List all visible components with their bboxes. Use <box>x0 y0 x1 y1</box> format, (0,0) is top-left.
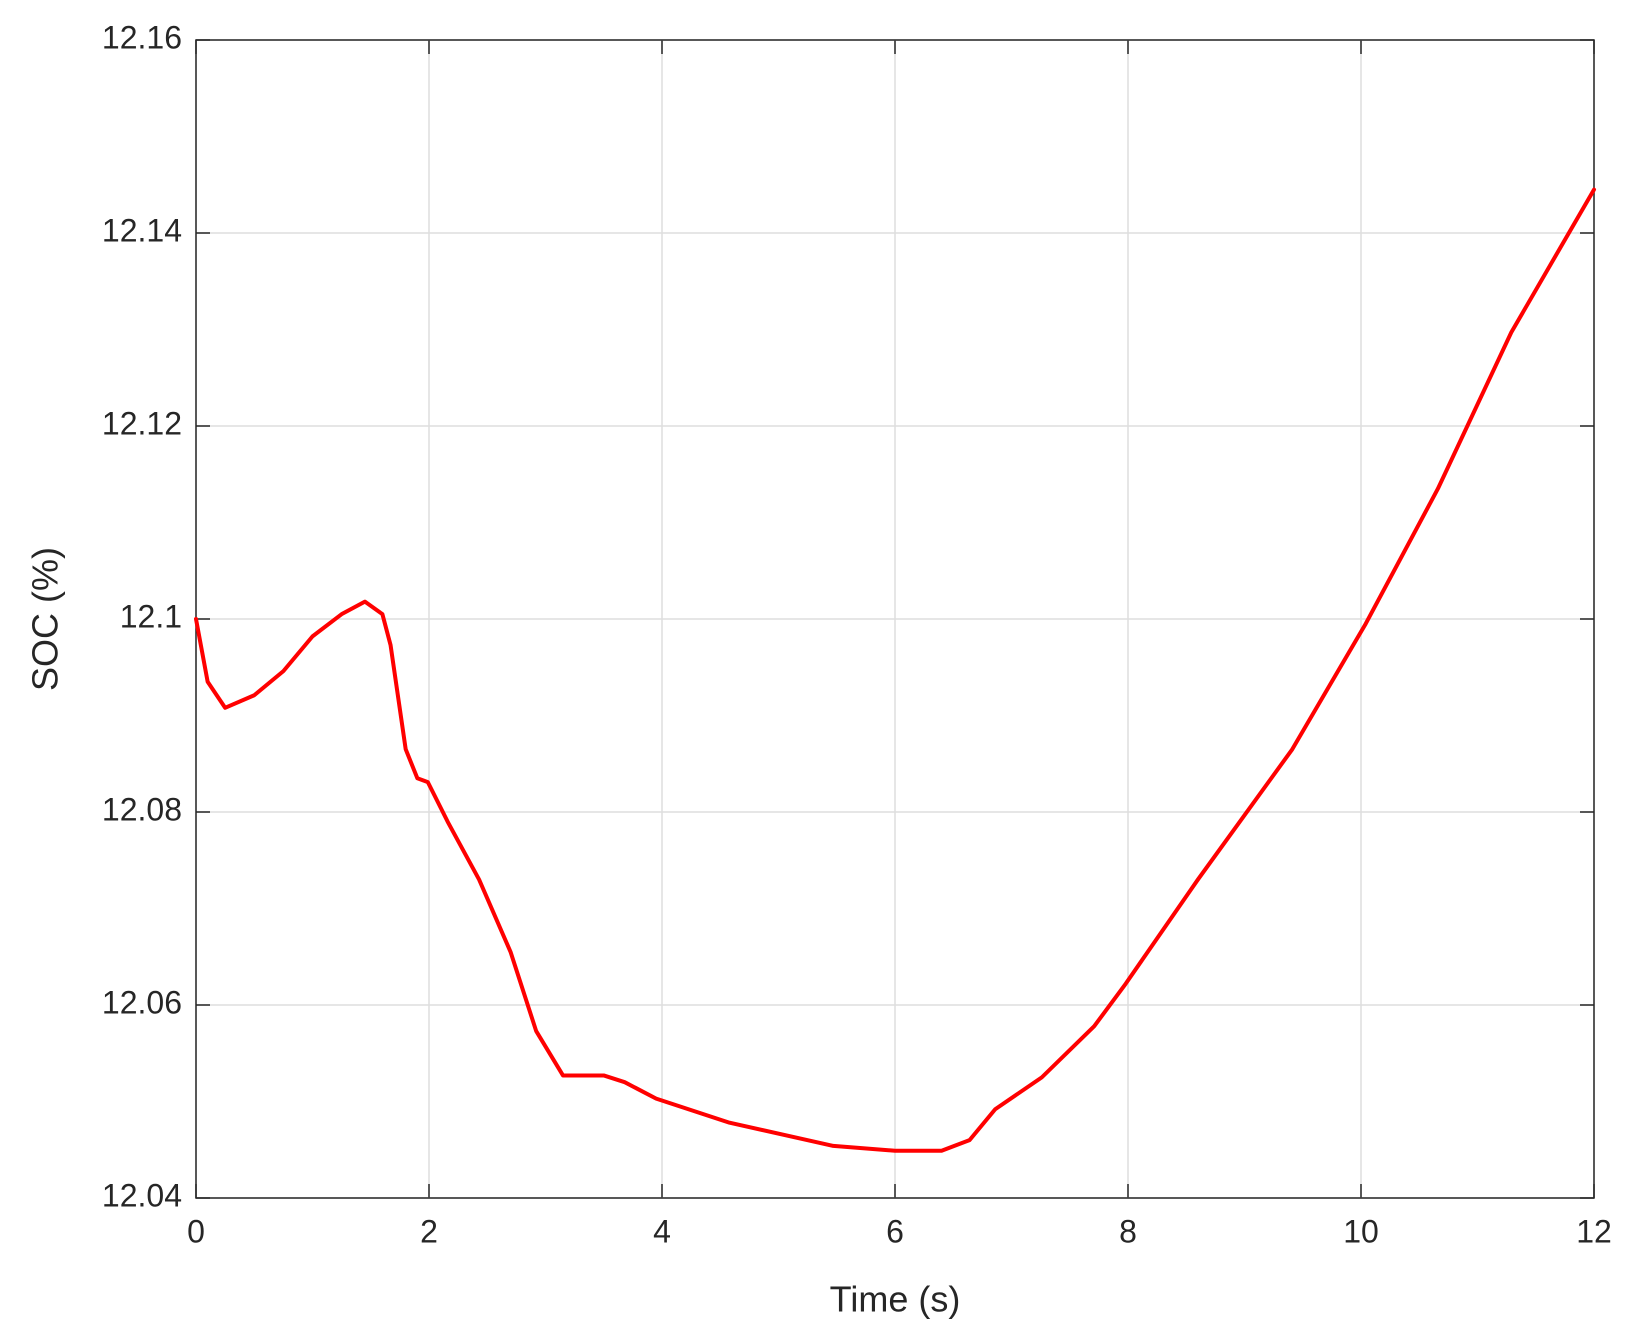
x-tick-label: 10 <box>1343 1213 1379 1249</box>
x-tick-label: 6 <box>886 1213 904 1249</box>
x-tick-label: 12 <box>1576 1213 1612 1249</box>
x-tick-label: 0 <box>187 1213 205 1249</box>
x-axis-label: Time (s) <box>830 1279 961 1320</box>
y-tick-label: 12.08 <box>102 791 182 827</box>
data-line <box>194 187 1596 1153</box>
x-tick-label: 2 <box>420 1213 438 1249</box>
y-tick-label: 12.1 <box>120 598 182 634</box>
y-axis-label: SOC (%) <box>25 547 66 691</box>
y-tick-label: 12.06 <box>102 984 182 1020</box>
y-tick-label: 12.14 <box>102 212 182 248</box>
x-tick-label: 4 <box>653 1213 671 1249</box>
x-tick-label: 8 <box>1119 1213 1137 1249</box>
y-tick-label: 12.04 <box>102 1177 182 1213</box>
y-tick-label: 12.12 <box>102 405 182 441</box>
y-tick-label: 12.16 <box>102 19 182 55</box>
